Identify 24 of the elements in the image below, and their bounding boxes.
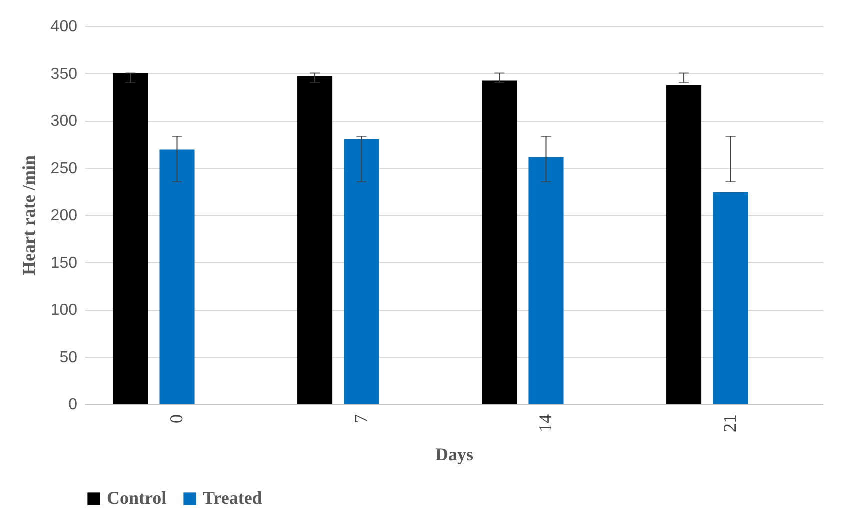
- x-tick-label: 14: [535, 414, 556, 432]
- x-tick-label: 7: [350, 414, 371, 424]
- y-axis-title: Heart rate /min: [18, 156, 39, 276]
- x-axis-title: Days: [435, 444, 474, 464]
- bar: [298, 76, 333, 404]
- y-tick-label: 150: [50, 254, 78, 272]
- y-tick-label: 100: [50, 302, 78, 319]
- bar: [528, 157, 564, 404]
- y-tick-label: 300: [50, 113, 78, 130]
- bar: [666, 86, 702, 404]
- x-tick-label: 0: [166, 414, 186, 424]
- y-tick-label: 250: [50, 160, 78, 178]
- bar: [482, 80, 518, 404]
- legend-label: Control: [107, 488, 167, 508]
- y-tick-label: 350: [50, 66, 78, 83]
- bar: [713, 192, 748, 404]
- bar: [160, 150, 195, 404]
- y-tick-label: 200: [50, 208, 78, 224]
- y-tick-label: 50: [60, 349, 78, 366]
- legend-label: Treated: [203, 488, 262, 508]
- x-tick-label: 21: [720, 414, 740, 432]
- bar: [344, 139, 380, 404]
- bar: [113, 73, 148, 404]
- y-tick-label: 400: [50, 18, 78, 36]
